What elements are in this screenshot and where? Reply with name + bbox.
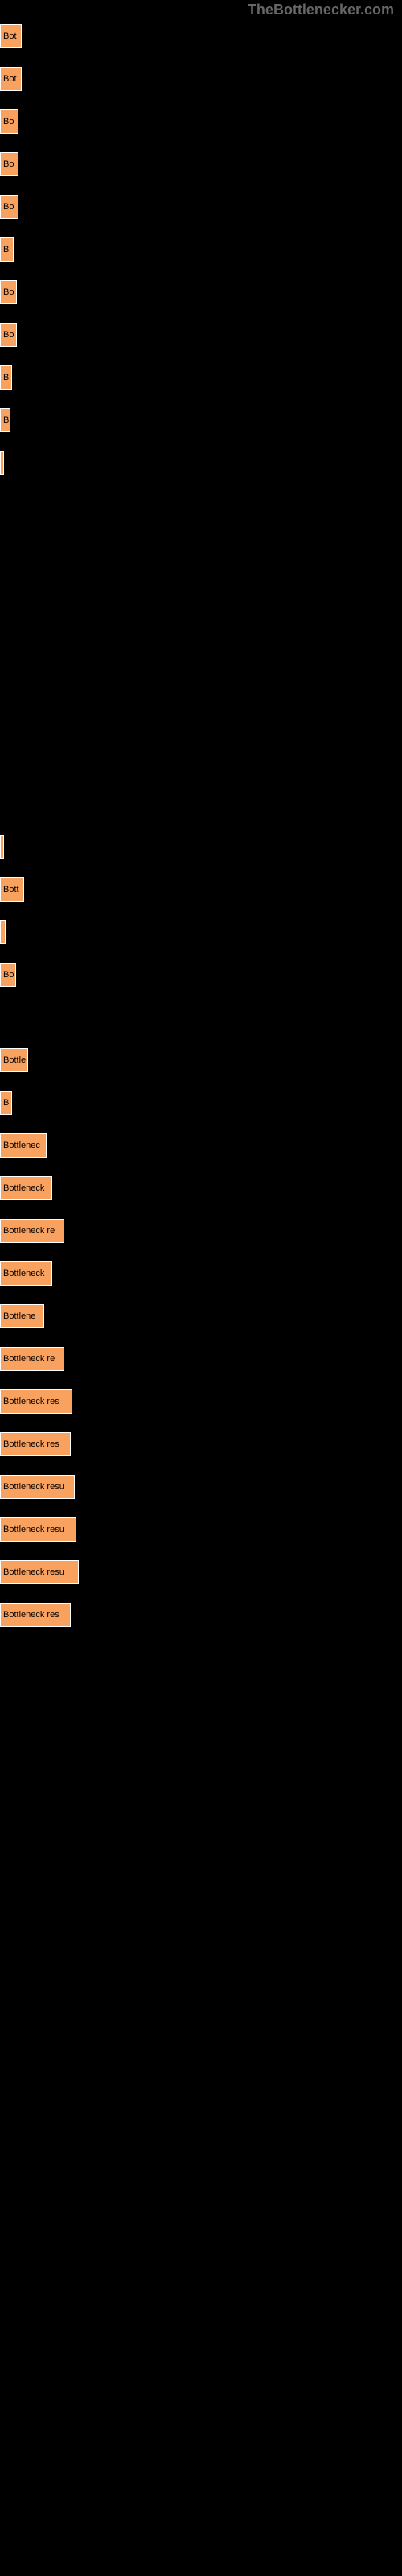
bar-row: Bottleneck — [0, 1261, 402, 1286]
chart-bar: Bottleneck res — [0, 1603, 71, 1627]
bar-label: Bo — [3, 970, 14, 980]
chart-bar: B — [0, 1091, 12, 1115]
bar-row: Bo — [0, 280, 402, 304]
bar-row — [0, 664, 402, 688]
chart-bar: Bottle — [0, 1048, 28, 1072]
bar-row — [0, 749, 402, 774]
chart-bar: B — [0, 365, 12, 390]
bar-row: Bottleneck resu — [0, 1517, 402, 1542]
bar-label: Bo — [3, 287, 14, 297]
chart-bar: Bottlene — [0, 1304, 44, 1328]
bar-row: Bottleneck re — [0, 1347, 402, 1371]
chart-bar: Bo — [0, 323, 17, 347]
bar-label: Bottleneck res — [3, 1397, 59, 1406]
bar-label: Bottleneck — [3, 1183, 44, 1193]
bar-label: Bo — [3, 330, 14, 340]
bar-row — [0, 920, 402, 944]
bar-row: Bot — [0, 24, 402, 48]
chart-bar: Bottleneck re — [0, 1347, 64, 1371]
bar-row — [0, 792, 402, 816]
chart-bar: Bot — [0, 67, 22, 91]
bar-label: Bot — [3, 74, 17, 84]
bar-label: Bottleneck resu — [3, 1567, 64, 1577]
chart-bar: Bottlenec — [0, 1133, 47, 1158]
bar-row — [0, 621, 402, 646]
chart-bar — [0, 920, 6, 944]
bar-row: Bottle — [0, 1048, 402, 1072]
chart-bar — [0, 451, 4, 475]
bar-row — [0, 835, 402, 859]
chart-bar: Bo — [0, 195, 18, 219]
bar-label: Bottlene — [3, 1311, 35, 1321]
bar-label: Bo — [3, 117, 14, 126]
bar-label: Bottleneck resu — [3, 1482, 64, 1492]
chart-bar: Bottleneck — [0, 1176, 52, 1200]
bar-label: B — [3, 245, 9, 254]
bar-row: Bottleneck re — [0, 1219, 402, 1243]
bar-row: Bo — [0, 195, 402, 219]
bar-row: B — [0, 1091, 402, 1115]
chart-bar: Bottleneck res — [0, 1389, 72, 1414]
bar-row: Bottlene — [0, 1304, 402, 1328]
bar-row: Bottleneck res — [0, 1389, 402, 1414]
bar-row: B — [0, 365, 402, 390]
bar-row: Bo — [0, 152, 402, 176]
bar-label: B — [3, 1098, 9, 1108]
bar-label: Bo — [3, 159, 14, 169]
bar-chart: Bot Bot Bo Bo Bo B Bo Bo B B Bott Bo Bottle B Bottlene… — [0, 0, 402, 1627]
chart-bar: Bottleneck — [0, 1261, 52, 1286]
chart-bar — [0, 835, 4, 859]
bar-label: Bottle — [3, 1055, 26, 1065]
bar-row: Bo — [0, 109, 402, 134]
bar-label: B — [3, 415, 9, 425]
bar-label: Bottlenec — [3, 1141, 40, 1150]
chart-bar: Bo — [0, 109, 18, 134]
bar-row — [0, 493, 402, 518]
chart-bar: Bottleneck res — [0, 1432, 71, 1456]
chart-bar: B — [0, 237, 14, 262]
chart-bar: B — [0, 408, 10, 432]
chart-bar: Bo — [0, 963, 16, 987]
watermark-text: TheBottlenecker.com — [248, 2, 394, 19]
bar-row: Bo — [0, 323, 402, 347]
chart-bar: Bo — [0, 280, 17, 304]
bar-label: Bott — [3, 885, 19, 894]
bar-row: Bottleneck res — [0, 1432, 402, 1456]
bar-label: Bottleneck re — [3, 1226, 55, 1236]
bar-row: Bottleneck resu — [0, 1560, 402, 1584]
bar-row: Bottlenec — [0, 1133, 402, 1158]
bar-row: Bo — [0, 963, 402, 987]
bar-row: Bottleneck resu — [0, 1475, 402, 1499]
chart-bar: Bottleneck resu — [0, 1517, 76, 1542]
bar-label: Bo — [3, 202, 14, 212]
bar-row: Bot — [0, 67, 402, 91]
chart-bar: Bottleneck resu — [0, 1560, 79, 1584]
bar-row: Bott — [0, 877, 402, 902]
chart-bar: Bottleneck resu — [0, 1475, 75, 1499]
chart-bar: Bottleneck re — [0, 1219, 64, 1243]
bar-row — [0, 1005, 402, 1030]
bar-label: B — [3, 373, 9, 382]
bar-label: Bottleneck res — [3, 1439, 59, 1449]
chart-bar: Bot — [0, 24, 22, 48]
chart-bar: Bo — [0, 152, 18, 176]
bar-row — [0, 451, 402, 475]
bar-label: Bot — [3, 31, 17, 41]
bar-label: Bottleneck re — [3, 1354, 55, 1364]
bar-label: Bottleneck — [3, 1269, 44, 1278]
bar-row: Bottleneck — [0, 1176, 402, 1200]
bar-label: Bottleneck res — [3, 1610, 59, 1620]
bar-row — [0, 579, 402, 603]
bar-row — [0, 536, 402, 560]
bar-row: B — [0, 237, 402, 262]
bar-row: B — [0, 408, 402, 432]
bar-label: Bottleneck resu — [3, 1525, 64, 1534]
bar-row: Bottleneck res — [0, 1603, 402, 1627]
bar-row — [0, 707, 402, 731]
chart-bar: Bott — [0, 877, 24, 902]
